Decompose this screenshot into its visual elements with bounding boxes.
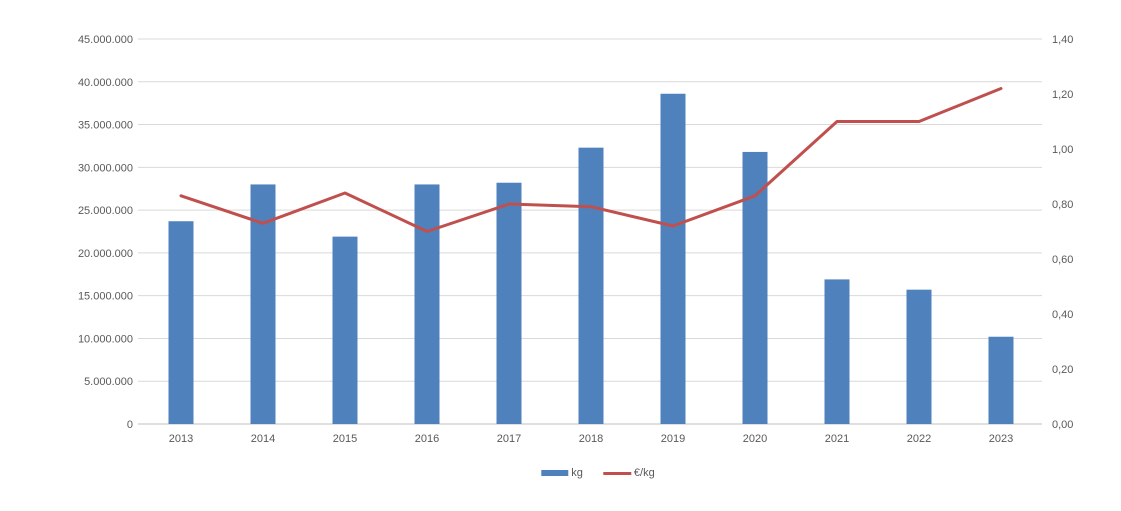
bar-2013 [168, 221, 194, 424]
x-axis-category-label: 2019 [661, 433, 685, 445]
bar-2019 [660, 93, 686, 424]
bar-2021 [824, 279, 850, 424]
bar-2018 [578, 147, 604, 424]
x-axis-category-label: 2018 [579, 433, 603, 445]
right-axis-tick-label: 0,20 [1052, 364, 1073, 376]
right-axis-tick-label: 1,00 [1052, 144, 1073, 156]
x-axis-category-label: 2013 [169, 433, 193, 445]
left-axis-tick-label: 10.000.000 [78, 333, 133, 345]
bar-2016 [414, 184, 440, 424]
right-axis-tick-label: 0,60 [1052, 254, 1073, 266]
x-axis-category-label: 2017 [497, 433, 521, 445]
right-axis-tick-label: 1,20 [1052, 89, 1073, 101]
x-axis-category-label: 2015 [333, 433, 357, 445]
legend-label-kg: kg [571, 467, 583, 479]
left-axis-tick-label: 45.000.000 [78, 34, 133, 46]
price-line [179, 87, 1003, 233]
eur-per-kg-series-swatch-icon [602, 471, 631, 475]
left-axis-tick-label: 5.000.000 [84, 376, 133, 388]
right-axis-tick-label: 0,80 [1052, 199, 1073, 211]
x-axis-category-label: 2023 [989, 433, 1013, 445]
x-axis-category-label: 2020 [743, 433, 767, 445]
left-axis-tick-label: 15.000.000 [78, 291, 133, 303]
x-axis-category-label: 2022 [907, 433, 931, 445]
bar-2022 [906, 289, 932, 424]
legend-label-eur-per-kg: €/kg [633, 467, 655, 479]
chart-legend: kg €/kg [541, 467, 655, 479]
bar-2015 [332, 236, 358, 424]
bar-2017 [496, 182, 522, 424]
x-axis-category-label: 2014 [251, 433, 275, 445]
left-axis-tick-label: 25.000.000 [78, 205, 133, 217]
x-axis-category-label: 2021 [825, 433, 849, 445]
left-axis-tick-label: 40.000.000 [78, 77, 133, 89]
legend-entry-eur-per-kg: €/kg [602, 467, 655, 479]
right-axis-tick-label: 0,00 [1052, 419, 1073, 431]
legend-entry-kg: kg [541, 467, 583, 479]
bar-2020 [742, 151, 768, 424]
x-axis-category-label: 2016 [415, 433, 439, 445]
left-axis-tick-label: 30.000.000 [78, 162, 133, 174]
left-axis-tick-label: 35.000.000 [78, 120, 133, 132]
right-axis-tick-label: 0,40 [1052, 309, 1073, 321]
left-axis-tick-label: 20.000.000 [78, 248, 133, 260]
kg-series-swatch-icon [541, 470, 569, 476]
right-axis-tick-label: 1,40 [1052, 34, 1073, 46]
left-axis-tick-label: 0 [127, 419, 133, 431]
bar-2023 [988, 336, 1014, 424]
